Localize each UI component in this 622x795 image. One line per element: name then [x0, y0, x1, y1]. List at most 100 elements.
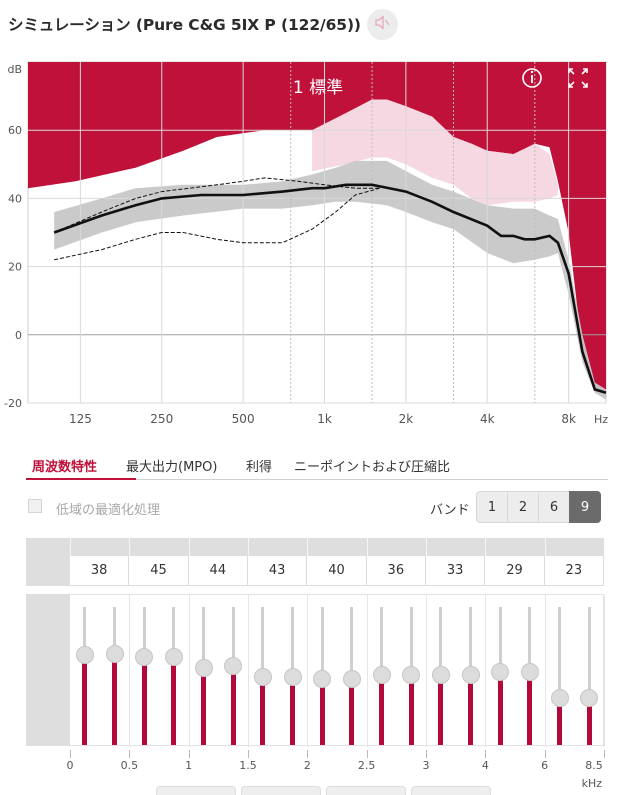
khz-scale-label: 0 — [66, 759, 74, 772]
gain-slider[interactable] — [491, 607, 510, 745]
khz-scale-label: 4 — [481, 759, 489, 772]
slider-fill — [527, 671, 533, 745]
slider-thumb[interactable] — [431, 665, 450, 684]
slider-fill — [349, 678, 355, 745]
slider-thumb[interactable] — [135, 647, 154, 666]
bottom-button-stub-1[interactable] — [156, 786, 236, 795]
slider-group-divider — [485, 595, 487, 747]
slider-thumb[interactable] — [580, 689, 599, 708]
slider-thumb[interactable] — [342, 669, 361, 688]
khz-scale-label: 1 — [185, 759, 193, 772]
slider-thumb[interactable] — [283, 668, 302, 687]
slider-thumb[interactable] — [313, 669, 332, 688]
gain-slider[interactable] — [194, 607, 213, 745]
fullscreen-icon-tr — [581, 68, 588, 75]
x-tick-label: 500 — [232, 412, 255, 426]
khz-scale-label: 8.5 — [585, 759, 603, 772]
tab-kneepoint-compression[interactable]: ニーポイントおよび圧縮比 — [294, 460, 451, 475]
slider-thumb[interactable] — [75, 646, 94, 665]
gain-slider[interactable] — [580, 607, 599, 745]
slider-thumb[interactable] — [520, 662, 539, 681]
slider-thumb[interactable] — [550, 689, 569, 708]
slider-thumb[interactable] — [253, 668, 272, 687]
slider-thumb[interactable] — [491, 662, 510, 681]
gain-slider[interactable] — [164, 607, 183, 745]
gain-slider[interactable] — [550, 607, 569, 745]
khz-scale-tick — [188, 750, 190, 758]
x-tick-label: 125 — [69, 412, 92, 426]
gain-slider[interactable] — [372, 607, 391, 745]
x-axis-unit-label: Hz — [594, 413, 608, 426]
slider-fill — [201, 667, 206, 745]
speaker-button[interactable] — [367, 9, 398, 40]
khz-scale-tick — [129, 750, 131, 758]
gain-slider[interactable] — [135, 607, 154, 745]
frequency-response-chart: 60 40 20 0 -20 dB 125 250 500 1k 2k 4k 8k Hz 1 標準 — [0, 58, 622, 438]
slider-thumb[interactable] — [105, 644, 124, 663]
slider-fill — [141, 656, 147, 745]
band-table-header — [26, 538, 604, 556]
band-label: バンド — [430, 503, 470, 518]
band-value-cell: 23 — [544, 556, 604, 586]
band-value-cell: 40 — [307, 556, 367, 586]
khz-scale-tick — [307, 750, 309, 758]
y-axis-unit-label: dB — [7, 63, 22, 76]
x-tick-label: 4k — [480, 412, 495, 426]
gain-slider[interactable] — [342, 607, 361, 745]
gain-slider[interactable] — [431, 607, 450, 745]
active-tab-indicator — [26, 478, 136, 480]
tab-bar: 周波数特性 最大出力(MPO) 利得 ニーポイントおよび圧縮比 — [26, 450, 608, 480]
fullscreen-icon-br — [581, 81, 588, 88]
gain-slider[interactable] — [520, 607, 539, 745]
gain-slider[interactable] — [461, 607, 480, 745]
band-value-cell: 43 — [248, 556, 308, 586]
slider-fill — [82, 655, 88, 745]
slider-thumb[interactable] — [461, 665, 480, 684]
band-button-9[interactable]: 9 — [569, 491, 601, 523]
slider-fill — [290, 677, 295, 745]
band-button-1[interactable]: 1 — [476, 491, 508, 523]
slider-group-divider — [248, 595, 249, 747]
khz-scale-label: 0.5 — [120, 759, 139, 772]
band-value-cell: 44 — [188, 556, 248, 586]
slider-thumb[interactable] — [164, 647, 183, 666]
slider-thumb[interactable] — [402, 665, 421, 684]
slider-group-divider — [366, 595, 368, 747]
gain-slider[interactable] — [313, 607, 332, 745]
khz-scale-label: 1.5 — [239, 759, 257, 772]
bottom-button-stub-2[interactable] — [241, 786, 321, 795]
bottom-button-stub-4[interactable] — [411, 786, 491, 795]
shaded-range-band — [54, 160, 606, 400]
band-header-divider — [70, 538, 71, 556]
slider-thumb[interactable] — [372, 665, 391, 684]
tab-gain[interactable]: 利得 — [246, 460, 273, 475]
khz-scale-label: 6 — [541, 759, 549, 772]
gain-slider[interactable] — [253, 607, 272, 745]
slider-thumb[interactable] — [224, 657, 243, 676]
frequency-chart-svg: 60 40 20 0 -20 dB 125 250 500 1k 2k 4k 8k Hz 1 標準 — [4, 61, 608, 426]
tab-frequency-response[interactable]: 周波数特性 — [32, 460, 98, 475]
band-button-2[interactable]: 2 — [507, 491, 539, 523]
band-header-divider — [366, 538, 368, 556]
gain-slider[interactable] — [105, 607, 124, 745]
gain-slider[interactable] — [75, 607, 94, 745]
low-freq-optimization-checkbox[interactable] — [28, 499, 42, 513]
tab-max-output-mpo[interactable]: 最大出力(MPO) — [126, 460, 218, 475]
khz-scale-tick — [248, 750, 249, 758]
bottom-button-stub-3[interactable] — [326, 786, 406, 795]
chart-title: 1 標準 — [293, 78, 343, 98]
window-title: シミュレーション (Pure C&G 5IX P (122/65)) — [8, 16, 361, 34]
gain-slider[interactable] — [402, 607, 421, 745]
title-bar: シミュレーション (Pure C&G 5IX P (122/65)) — [0, 0, 622, 50]
fullscreen-icon-bl — [568, 81, 575, 88]
khz-scale-tick — [366, 750, 368, 758]
slider-thumb[interactable] — [194, 658, 213, 677]
slider-fill — [260, 677, 266, 745]
gain-slider[interactable] — [224, 607, 243, 745]
gain-slider[interactable] — [283, 607, 302, 745]
band-header-divider — [485, 538, 487, 556]
y-tick-label: -20 — [4, 397, 22, 410]
khz-scale-label: 2 — [303, 759, 311, 772]
band-button-6[interactable]: 6 — [538, 491, 570, 523]
response-curve-3 — [54, 187, 380, 261]
